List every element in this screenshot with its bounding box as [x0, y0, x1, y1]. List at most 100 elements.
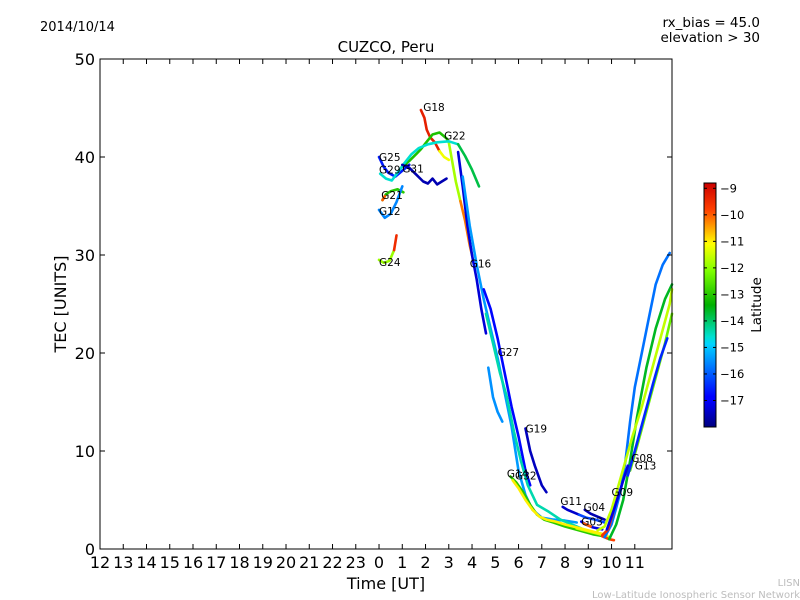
series-line-g27-2 — [484, 312, 585, 531]
colorbar-tick-label: −12 — [720, 261, 744, 275]
x-axis: 12 13 14 15 16 17 18 19 20 21 22 23 0 1 2 3 4 5 6 7 8 9 10 11 — [90, 59, 645, 572]
colorbar-tick-label: −13 — [720, 287, 744, 301]
x-tick-label: 4 — [467, 553, 477, 572]
series-line-g29-1 — [456, 143, 481, 188]
x-tick-label: 12 — [90, 553, 110, 572]
series-line-g03-1 — [582, 522, 592, 528]
series-line-g18-1 — [438, 149, 451, 162]
plot-frame — [99, 58, 673, 550]
series-label-g31: G31 — [402, 164, 424, 176]
series-label-g21: G21 — [381, 190, 403, 202]
y-tick-label: 0 — [85, 540, 95, 559]
series-line-g11-1 — [577, 513, 606, 524]
series-line-g16-0 — [456, 150, 488, 335]
x-tick-label: 0 — [374, 553, 384, 572]
x-tick-label: 21 — [299, 553, 319, 572]
y-axis: 0 10 20 30 40 50 — [75, 50, 672, 559]
x-axis-label: Time [UT] — [346, 574, 425, 593]
x-tick-label: 10 — [601, 553, 621, 572]
series-label-g18: G18 — [423, 102, 445, 114]
footer-line1: LISN — [778, 578, 800, 589]
series-label-g09: G09 — [612, 487, 634, 499]
series-label-g25: G25 — [379, 152, 401, 164]
series-line-g32-0 — [511, 479, 609, 537]
series-line-g22-1 — [447, 141, 462, 203]
series-line-g08-1 — [605, 464, 630, 531]
x-tick-label: 7 — [537, 553, 547, 572]
colorbar-label: Latitude — [749, 277, 765, 333]
x-tick-label: 1 — [397, 553, 407, 572]
series-line-g25-0 — [377, 155, 411, 178]
x-tick-label: 17 — [206, 553, 226, 572]
x-tick-label: 11 — [625, 553, 645, 572]
series-line-g11-0 — [561, 505, 581, 517]
y-axis-label: TEC [UNITS] — [51, 256, 70, 354]
series-label-g27: G27 — [498, 347, 519, 359]
x-tick-label: 14 — [136, 553, 156, 572]
colorbar-ticks: −9 −10 −11 −12 −13 −14 −15 −16 −17 — [704, 181, 744, 407]
colorbar-tick-label: −17 — [720, 393, 744, 407]
y-tick-label: 50 — [75, 50, 95, 69]
colorbar-tick-label: −14 — [720, 314, 744, 328]
series-line-g29-0 — [378, 140, 460, 182]
series-label-g03: G03 — [581, 517, 603, 529]
x-tick-label: 6 — [513, 553, 523, 572]
series-line-g24-1 — [392, 234, 398, 252]
series-line-g31-0 — [400, 163, 448, 186]
date-label: 2014/10/14 — [40, 20, 115, 35]
colorbar — [703, 182, 717, 428]
series-line-g09-0 — [603, 251, 672, 539]
series-label-g19: G19 — [526, 423, 548, 435]
y-tick-label: 30 — [75, 246, 95, 265]
colorbar-tick-label: −11 — [720, 234, 744, 248]
series-label-g13: G13 — [635, 461, 657, 473]
x-tick-label: 3 — [444, 553, 454, 572]
series-line-g09-1 — [607, 283, 674, 541]
x-tick-label: 22 — [322, 553, 342, 572]
colorbar-tick-label: −10 — [720, 208, 744, 222]
series-label-g12: G12 — [379, 206, 401, 218]
series-label-g16: G16 — [470, 259, 492, 271]
series-line-g27-1 — [486, 366, 504, 423]
series-line-g19-0 — [524, 427, 548, 494]
series-label-g22: G22 — [444, 130, 466, 142]
plot-lines — [377, 108, 674, 542]
series-label-g32: G32 — [515, 470, 537, 482]
series-label-g24: G24 — [379, 257, 401, 269]
x-tick-label: 2 — [420, 553, 430, 572]
x-tick-label: 23 — [346, 553, 366, 572]
y-tick-label: 10 — [75, 442, 95, 461]
x-tick-label: 18 — [229, 553, 249, 572]
colorbar-tick-label: −9 — [720, 181, 737, 195]
x-tick-label: 20 — [276, 553, 296, 572]
series-line-g13-1 — [626, 336, 669, 477]
elevation-label: elevation > 30 — [660, 30, 760, 46]
series-label-g29: G29 — [379, 165, 401, 177]
series-line-g24-0 — [377, 248, 396, 265]
x-tick-label: 5 — [490, 553, 500, 572]
series-line-g04-0 — [583, 508, 606, 521]
series-line-g08-0 — [596, 287, 674, 532]
x-tick-label: 15 — [160, 553, 180, 572]
x-tick-label: 8 — [560, 553, 570, 572]
x-tick-label: 9 — [583, 553, 593, 572]
series-label-g08: G08 — [631, 453, 653, 465]
colorbar-tick-label: −16 — [720, 367, 744, 381]
rx-bias-label: rx_bias = 45.0 — [662, 15, 760, 31]
y-tick-label: 40 — [75, 148, 95, 167]
x-tick-label: 16 — [183, 553, 203, 572]
series-line-g22-0 — [400, 131, 451, 169]
series-label-g11: G11 — [560, 496, 582, 508]
colorbar-tick-label: −15 — [720, 340, 744, 354]
series-line-g12-0 — [377, 185, 404, 220]
series-label-g14: G14 — [507, 469, 529, 481]
footer-line2: Low-Latitude Ionospheric Sensor Network — [592, 590, 800, 600]
y-tick-label: 20 — [75, 344, 95, 363]
x-tick-label: 19 — [253, 553, 273, 572]
x-tick-label: 13 — [113, 553, 133, 572]
series-label-g04: G04 — [584, 502, 606, 514]
series-line-g27-0 — [482, 287, 532, 487]
series-line-g21-1 — [381, 194, 387, 202]
